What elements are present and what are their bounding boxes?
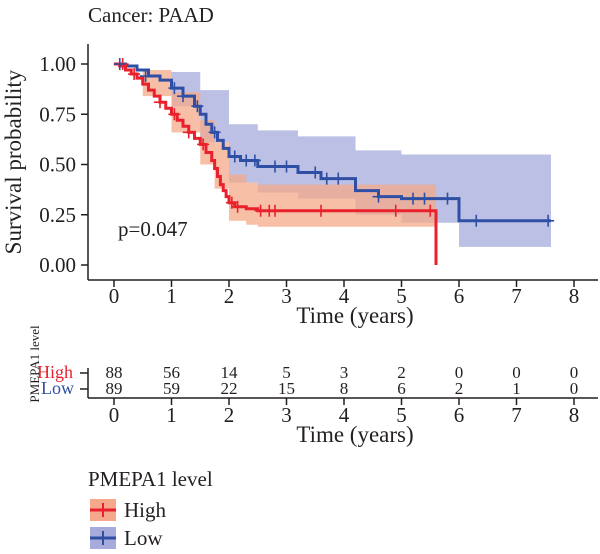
legend-item-high: High xyxy=(90,498,167,522)
x-axis-title: Time (years) xyxy=(296,303,413,328)
censor-mark-high xyxy=(231,200,244,213)
censor-mark-low xyxy=(191,100,204,113)
ci-band-low xyxy=(114,64,551,247)
risk-count-low: 89 xyxy=(106,379,123,398)
x-tick-label: 8 xyxy=(569,284,580,308)
risk-count-low: 6 xyxy=(397,379,406,398)
p-value-annotation: p=0.047 xyxy=(118,217,188,241)
y-axis-ticks: 0.00 0.25 0.50 0.75 1.00 xyxy=(39,52,88,277)
risk-table-title: PMEPA1 level xyxy=(27,325,42,403)
risk-x-tick-label: 3 xyxy=(281,403,292,427)
risk-x-tick-label: 8 xyxy=(569,403,580,427)
x-tick-label: 0 xyxy=(109,284,120,308)
censor-mark-low xyxy=(280,160,293,173)
risk-row-label-low: Low xyxy=(41,378,74,398)
survival-curve-low xyxy=(114,62,551,223)
censor-mark-high xyxy=(168,108,181,121)
risk-count-low: 8 xyxy=(340,379,349,398)
censor-mark-high xyxy=(154,96,166,109)
censor-mark-low xyxy=(248,154,261,167)
x-tick-label: 6 xyxy=(454,284,465,308)
y-tick-label: 1.00 xyxy=(39,52,76,76)
censor-mark-high xyxy=(182,126,195,139)
risk-x-tick-label: 7 xyxy=(511,403,522,427)
y-axis-title: Survival probability xyxy=(1,69,26,254)
risk-count-high: 0 xyxy=(512,363,521,382)
x-tick-label: 4 xyxy=(339,284,350,308)
censor-mark-low xyxy=(309,166,322,179)
risk-count-high: 0 xyxy=(455,363,464,382)
censor-mark-low xyxy=(372,190,385,203)
legend-label-high: High xyxy=(124,498,167,522)
risk-count-low: 22 xyxy=(221,379,238,398)
censor-mark-low xyxy=(228,150,241,163)
censor-mark-low xyxy=(177,90,189,103)
censor-marks xyxy=(113,58,555,227)
risk-count-low: 0 xyxy=(570,379,579,398)
risk-x-axis-ticks: 0 1 2 3 4 5 6 7 8 xyxy=(109,398,580,427)
risk-count-high: 0 xyxy=(570,363,579,382)
x-tick-label: 7 xyxy=(511,284,522,308)
legend-label-low: Low xyxy=(124,526,163,550)
risk-x-tick-label: 5 xyxy=(396,403,407,427)
censor-mark-low xyxy=(407,192,419,205)
x-tick-label: 3 xyxy=(281,284,292,308)
censor-mark-low xyxy=(208,126,221,139)
risk-count-low: 15 xyxy=(278,379,295,398)
risk-table-counts: 88 56 14 5 3 2 0 0 089 59 22 15 8 6 2 1 0 xyxy=(106,363,579,398)
censor-mark-low xyxy=(320,172,333,185)
censor-mark-high xyxy=(269,204,281,217)
risk-x-axis-title: Time (years) xyxy=(296,422,413,447)
risk-x-tick-label: 4 xyxy=(339,403,350,427)
censor-mark-low xyxy=(113,58,126,70)
censor-mark-high xyxy=(197,138,210,151)
censor-mark-low xyxy=(269,160,281,173)
y-tick-label: 0.25 xyxy=(39,203,76,227)
censor-mark-low xyxy=(418,192,431,205)
censor-mark-high xyxy=(389,204,402,217)
censor-mark-low xyxy=(168,82,181,95)
censor-mark-high xyxy=(424,204,437,217)
censor-mark-low xyxy=(470,214,483,227)
censor-mark-high xyxy=(315,204,327,217)
risk-x-tick-label: 6 xyxy=(454,403,465,427)
censor-mark-low xyxy=(139,70,152,83)
risk-row-label-high: High xyxy=(37,362,73,382)
y-tick-label: 0.00 xyxy=(39,253,76,277)
censor-mark-high xyxy=(128,68,141,81)
risk-count-low: 2 xyxy=(455,379,464,398)
risk-count-high: 2 xyxy=(397,363,406,382)
censor-mark-low xyxy=(332,172,345,185)
risk-count-high: 56 xyxy=(163,363,180,382)
legend-title: PMEPA1 level xyxy=(88,467,213,491)
risk-count-low: 59 xyxy=(163,379,180,398)
risk-x-tick-label: 1 xyxy=(166,403,177,427)
risk-count-low: 1 xyxy=(512,379,521,398)
chart-title: Cancer: PAAD xyxy=(88,3,214,27)
legend-item-low: Low xyxy=(90,526,163,550)
risk-count-high: 88 xyxy=(106,363,123,382)
risk-count-high: 5 xyxy=(282,363,291,382)
y-tick-label: 0.75 xyxy=(39,102,76,126)
risk-x-tick-label: 2 xyxy=(224,403,235,427)
x-tick-label: 1 xyxy=(166,284,177,308)
x-tick-label: 5 xyxy=(396,284,407,308)
risk-count-high: 3 xyxy=(340,363,349,382)
y-tick-label: 0.50 xyxy=(39,153,76,177)
risk-count-high: 14 xyxy=(221,363,239,382)
censor-mark-low xyxy=(441,192,454,205)
x-axis-ticks: 0 1 2 3 4 5 6 7 8 xyxy=(109,280,580,308)
x-tick-label: 2 xyxy=(224,284,235,308)
risk-x-tick-label: 0 xyxy=(109,403,120,427)
censor-mark-low xyxy=(542,214,555,227)
